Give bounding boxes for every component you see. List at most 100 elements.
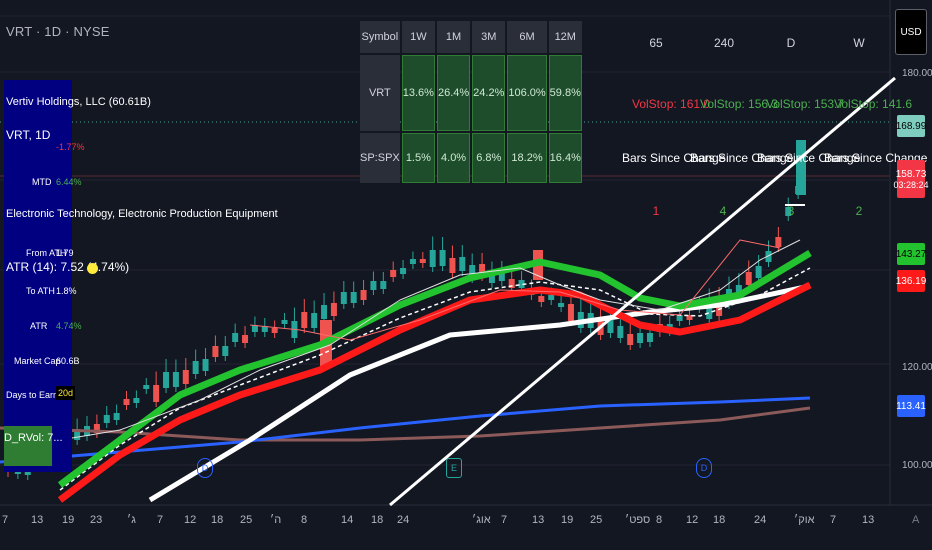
perf-header-6m: 6M (507, 21, 547, 53)
candle-body (686, 315, 693, 320)
price-label-green-ma: 143.27 (896, 243, 926, 265)
perf-cell: 13.6% (401, 55, 435, 131)
time-tick: ה׳ (270, 514, 282, 526)
price-tick: 100.00 (902, 460, 932, 471)
candle-body (232, 333, 239, 342)
candle-body (538, 296, 545, 302)
time-tick: 25 (240, 514, 253, 526)
price-tick: 180.00 (902, 68, 932, 79)
volstop-65: VolStop: 161.0 (632, 97, 711, 111)
candle-body (479, 264, 486, 276)
atr-value: 4.74% (56, 321, 82, 331)
timeframe-240: 240 (713, 36, 735, 50)
candle-body (567, 304, 574, 321)
perf-header-symbol: Symbol (360, 21, 400, 53)
bars-since-value-d: 3 (787, 204, 795, 218)
chart-title: VRT · 1D · NYSE (6, 24, 110, 39)
bars-since-value-240: 4 (719, 204, 727, 218)
time-tick: 18 (211, 514, 224, 526)
price-label-red-ma: 136.19 (896, 270, 926, 292)
bar-countdown: 03:28:24 (893, 179, 929, 190)
candle-body (360, 290, 367, 300)
time-tick: 12 (686, 514, 699, 526)
atr-readout: ATR (14): 7.52 (4.74%) (6, 260, 130, 274)
perf-cell: 1.5% (401, 133, 435, 183)
bars-since-label-240: Bars Since Change (690, 151, 794, 165)
time-tick: 24 (397, 514, 410, 526)
candle-body (676, 315, 683, 321)
ma-blue-line (0, 396, 811, 464)
candle-body (340, 292, 347, 304)
time-tick: ספט׳ (625, 514, 651, 526)
candle-body (558, 303, 565, 307)
bars-since-value-w: 2 (855, 204, 863, 218)
dividend-marker-icon[interactable]: D (197, 458, 213, 478)
price-label-high: 168.99 (896, 115, 926, 137)
perf-cell: 106.0% (507, 55, 547, 131)
ma-green-line (57, 249, 812, 488)
candle-body (765, 251, 772, 262)
time-tick: אוג׳ (472, 514, 491, 526)
volstop-240: VolStop: 156.3 (700, 97, 779, 111)
time-tick: 13 (31, 514, 44, 526)
earnings-dot-icon (87, 263, 98, 274)
candle-body (163, 372, 170, 388)
ma-red-line (57, 281, 812, 503)
price-label-last: 158.73 03:28:24 (893, 160, 929, 198)
perf-cell: 24.2% (472, 55, 506, 131)
market-cap-value: 60.6B (56, 356, 80, 366)
candle-body (459, 257, 466, 271)
candle-body (74, 429, 81, 440)
perf-header-12m: 12M (548, 21, 582, 53)
trend-line (389, 76, 896, 507)
time-tick: 13 (862, 514, 875, 526)
candle-body (93, 424, 100, 433)
candle-body (429, 250, 436, 267)
candle-body (182, 370, 189, 384)
perf-row-symbol: SP:SPX (360, 133, 400, 183)
candle-body (518, 280, 525, 288)
candle-body (192, 361, 199, 374)
candle-body (419, 259, 426, 263)
volstop-d: VolStop: 153.7 (766, 97, 845, 111)
candle-body (242, 335, 249, 343)
perf-cell: 16.4% (548, 133, 582, 183)
price-label-blue-ma: 113.41 (896, 395, 926, 417)
bars-since-label-w: Bars Since Change (824, 151, 928, 165)
candle-body (716, 300, 723, 316)
currency-button[interactable]: USD (895, 9, 927, 55)
earnings-marker-icon[interactable]: E (446, 458, 462, 478)
candle-body (706, 302, 713, 319)
to-ath-value: 1.8% (56, 286, 77, 296)
time-tick: 18 (371, 514, 384, 526)
candle-body (301, 312, 308, 328)
candle-body (449, 258, 456, 273)
candle-body (202, 359, 209, 371)
symbol-label: VRT, 1D (6, 128, 51, 142)
earnings-value: 20d (56, 386, 76, 400)
perf-cell: 4.0% (436, 133, 471, 183)
sector-label: Electronic Technology, Electronic Produc… (6, 208, 278, 220)
candle-body (123, 399, 130, 405)
last-price: 158.73 (895, 168, 927, 180)
candle-body (508, 279, 515, 288)
perf-cell: 26.4% (436, 55, 471, 131)
auto-scale-button[interactable]: A (912, 514, 920, 526)
candle-body (785, 207, 792, 216)
candle-body (548, 295, 555, 300)
perf-cell: 6.8% (472, 133, 506, 183)
candle-body (330, 303, 337, 316)
candle-body (350, 292, 357, 303)
mtd-value: 6.44% (56, 177, 82, 187)
price-tick: 120.00 (902, 362, 932, 373)
dividend-marker-icon[interactable]: D (696, 458, 712, 478)
time-tick: 18 (713, 514, 726, 526)
time-tick: 13 (532, 514, 545, 526)
timeframe-65: 65 (649, 36, 663, 50)
time-tick: 24 (754, 514, 767, 526)
ma-dashed-line (59, 267, 811, 491)
candle-body (103, 415, 110, 423)
to-ath-label: To ATH (26, 286, 55, 296)
candle-body (281, 320, 288, 324)
